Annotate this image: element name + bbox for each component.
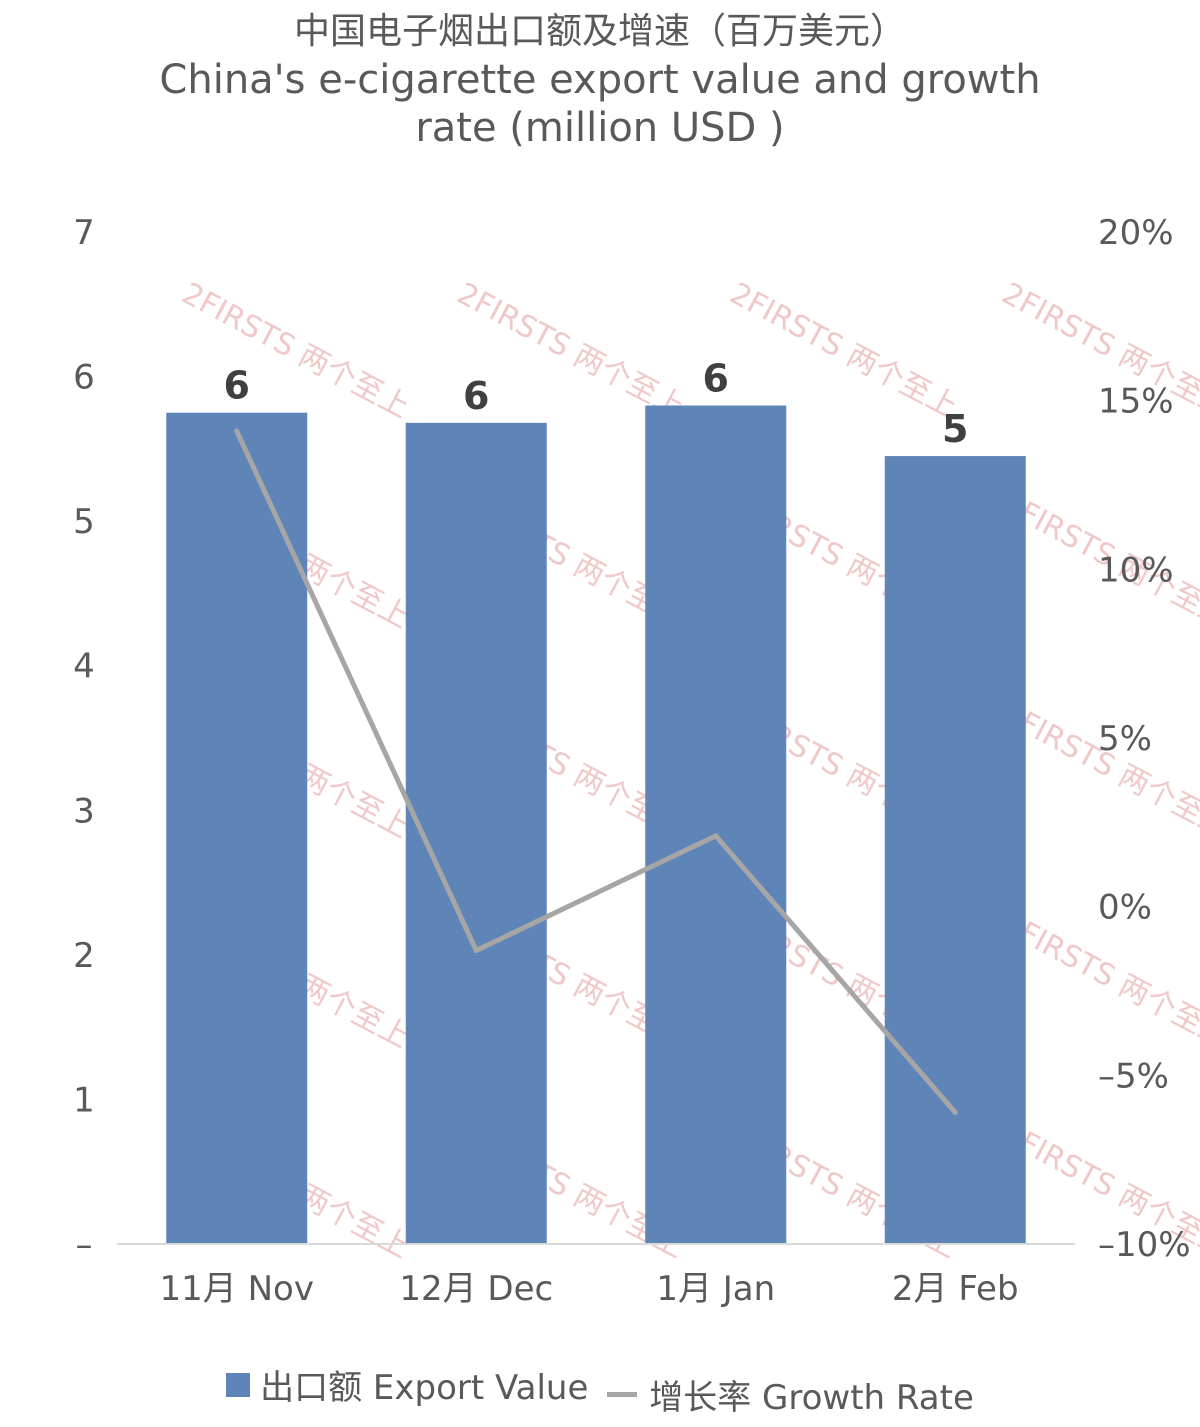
bar-4	[884, 456, 1026, 1245]
growth-rate-point-2	[473, 948, 479, 954]
bar-2	[405, 422, 547, 1244]
watermark-text: 2FIRSTS 两个至上	[996, 906, 1200, 1055]
line-series	[234, 428, 958, 1115]
left-tick-label: 5	[73, 502, 95, 542]
data-label-3: 6	[703, 356, 729, 400]
growth-rate-point-3	[713, 833, 719, 839]
category-label-2: 12月 Dec	[399, 1269, 553, 1309]
left-tick-label: 6	[73, 358, 95, 398]
watermark-text: 2FIRSTS 两个至上	[176, 276, 415, 425]
data-label-4: 5	[942, 407, 968, 451]
bar-1	[166, 412, 308, 1244]
data-labels: 6 6 6 5	[224, 356, 969, 451]
bar-3	[645, 405, 787, 1244]
growth-rate-point-4	[952, 1109, 958, 1115]
right-tick-label: –5%	[1098, 1056, 1169, 1096]
legend: 出口额 Export Value 增长率 Growth Rate	[0, 1360, 1200, 1419]
legend-item-growth-rate: 增长率 Growth Rate	[607, 1370, 974, 1419]
growth-rate-line	[234, 429, 958, 1115]
right-tick-label: 15%	[1098, 382, 1174, 422]
left-tick-label: 2	[73, 936, 95, 976]
right-tick-label: 0%	[1098, 888, 1152, 928]
left-tick-label: 1	[73, 1080, 95, 1120]
right-tick-label: 10%	[1098, 550, 1174, 590]
legend-swatch-bar	[226, 1372, 251, 1397]
growth-rate-point-1	[234, 428, 240, 434]
right-tick-label: 20%	[1098, 213, 1174, 253]
category-label-3: 1月 Jan	[656, 1269, 775, 1309]
legend-label-growth-rate: 增长率 Growth Rate	[649, 1377, 974, 1418]
category-label-4: 2月 Feb	[892, 1269, 1019, 1309]
legend-swatch-line	[607, 1391, 638, 1397]
left-tick-label: –	[76, 1225, 93, 1265]
chart-title: 中国电子烟出口额及增速（百万美元） China's e-cigarette ex…	[0, 8, 1200, 152]
left-tick-label: 3	[73, 791, 95, 831]
watermark-text: 2FIRSTS 两个至上	[724, 276, 963, 425]
left-y-axis: – 1 2 3 4 5 6 7	[73, 213, 95, 1265]
legend-label-export-value: 出口额 Export Value	[260, 1368, 589, 1408]
left-tick-label: 4	[73, 647, 95, 687]
right-y-axis: –10% –5% 0% 5% 10% 15% 20%	[1098, 213, 1191, 1265]
right-tick-label: –10%	[1098, 1225, 1191, 1265]
legend-item-export-value: 出口额 Export Value	[226, 1360, 588, 1409]
data-label-1: 6	[224, 364, 250, 408]
bar-series	[166, 405, 1026, 1245]
right-tick-label: 5%	[1098, 719, 1152, 759]
chart-title-en: China's e-cigarette export value and gro…	[159, 57, 1041, 151]
chart-title-zh: 中国电子烟出口额及增速（百万美元）	[293, 11, 906, 52]
left-tick-label: 7	[73, 213, 95, 253]
category-label-1: 11月 Nov	[160, 1269, 314, 1309]
x-axis-categories: 11月 Nov 12月 Dec 1月 Jan 2月 Feb	[160, 1269, 1019, 1309]
data-label-2: 6	[463, 374, 489, 418]
